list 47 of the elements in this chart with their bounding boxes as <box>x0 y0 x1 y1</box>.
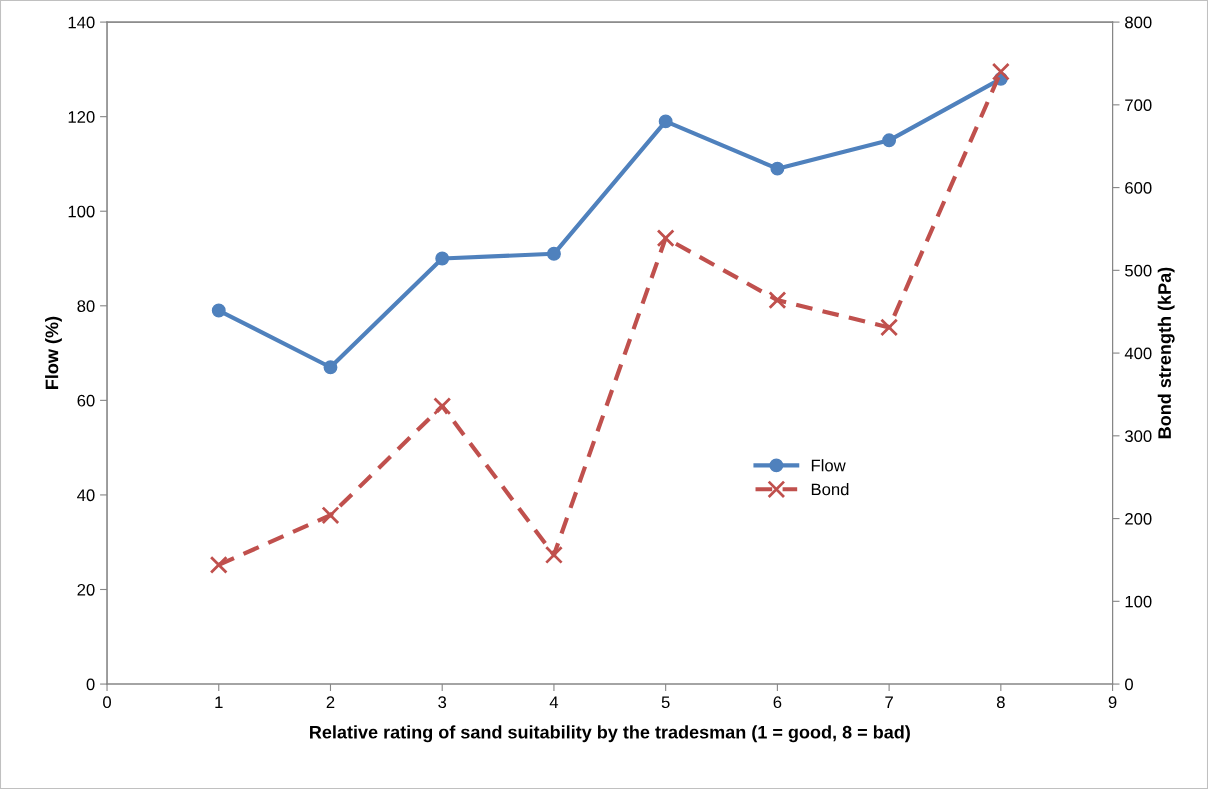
y-axis-title: Flow (%) <box>45 316 62 389</box>
y-tick-label: 60 <box>77 394 95 407</box>
legend-label: Flow <box>811 459 846 472</box>
y-tick-label: 120 <box>68 111 95 123</box>
x-tick-label: 6 <box>773 696 782 709</box>
point <box>770 161 785 176</box>
point <box>209 555 228 574</box>
x-tick-label: 3 <box>438 696 447 709</box>
y2-tick-label: 700 <box>1125 99 1152 112</box>
y-tick-label: 40 <box>77 489 95 502</box>
point <box>656 229 675 248</box>
y-tick-label: 140 <box>68 16 95 29</box>
y-tick-label: 20 <box>77 583 95 596</box>
point <box>433 397 452 416</box>
y2-tick-label: 600 <box>1125 181 1152 194</box>
y2-tick-label: 300 <box>1125 430 1152 443</box>
point <box>546 246 561 261</box>
point <box>991 62 1010 81</box>
point <box>323 360 338 375</box>
y2-tick-label: 100 <box>1125 595 1152 608</box>
y2-tick-label: 200 <box>1125 512 1152 525</box>
x-tick-label: 1 <box>215 696 223 708</box>
x-tick-label: 7 <box>885 696 893 708</box>
y2-tick-label: 400 <box>1124 347 1152 360</box>
x-axis-title: Relative rating of sand suitability by the tradesman (1 = good, 8 = bad) <box>310 725 910 743</box>
point <box>211 303 226 318</box>
point <box>544 545 563 565</box>
x-tick-label: 5 <box>661 696 670 709</box>
point <box>882 133 897 148</box>
x-tick-label: 9 <box>1108 696 1117 709</box>
legend-label: Bond <box>811 483 849 496</box>
x-tick-label: 2 <box>326 696 335 708</box>
x-tick-label: 4 <box>549 696 559 708</box>
point <box>768 291 787 310</box>
y-tick-label: 0 <box>86 678 95 691</box>
x-tick-label: 0 <box>103 696 112 709</box>
y2-tick-label: 0 <box>1125 678 1133 691</box>
x-tick-label: 8 <box>996 696 1005 709</box>
point <box>321 506 340 525</box>
y2-axis-title: Bond strength (kPa) <box>1157 267 1175 439</box>
y2-tick-label: 800 <box>1125 16 1152 29</box>
y2-tick-label: 500 <box>1125 264 1152 277</box>
point <box>880 318 899 337</box>
point <box>435 251 450 266</box>
y-tick-label: 100 <box>68 205 95 218</box>
point <box>658 114 673 129</box>
y-tick-label: 80 <box>77 300 95 312</box>
